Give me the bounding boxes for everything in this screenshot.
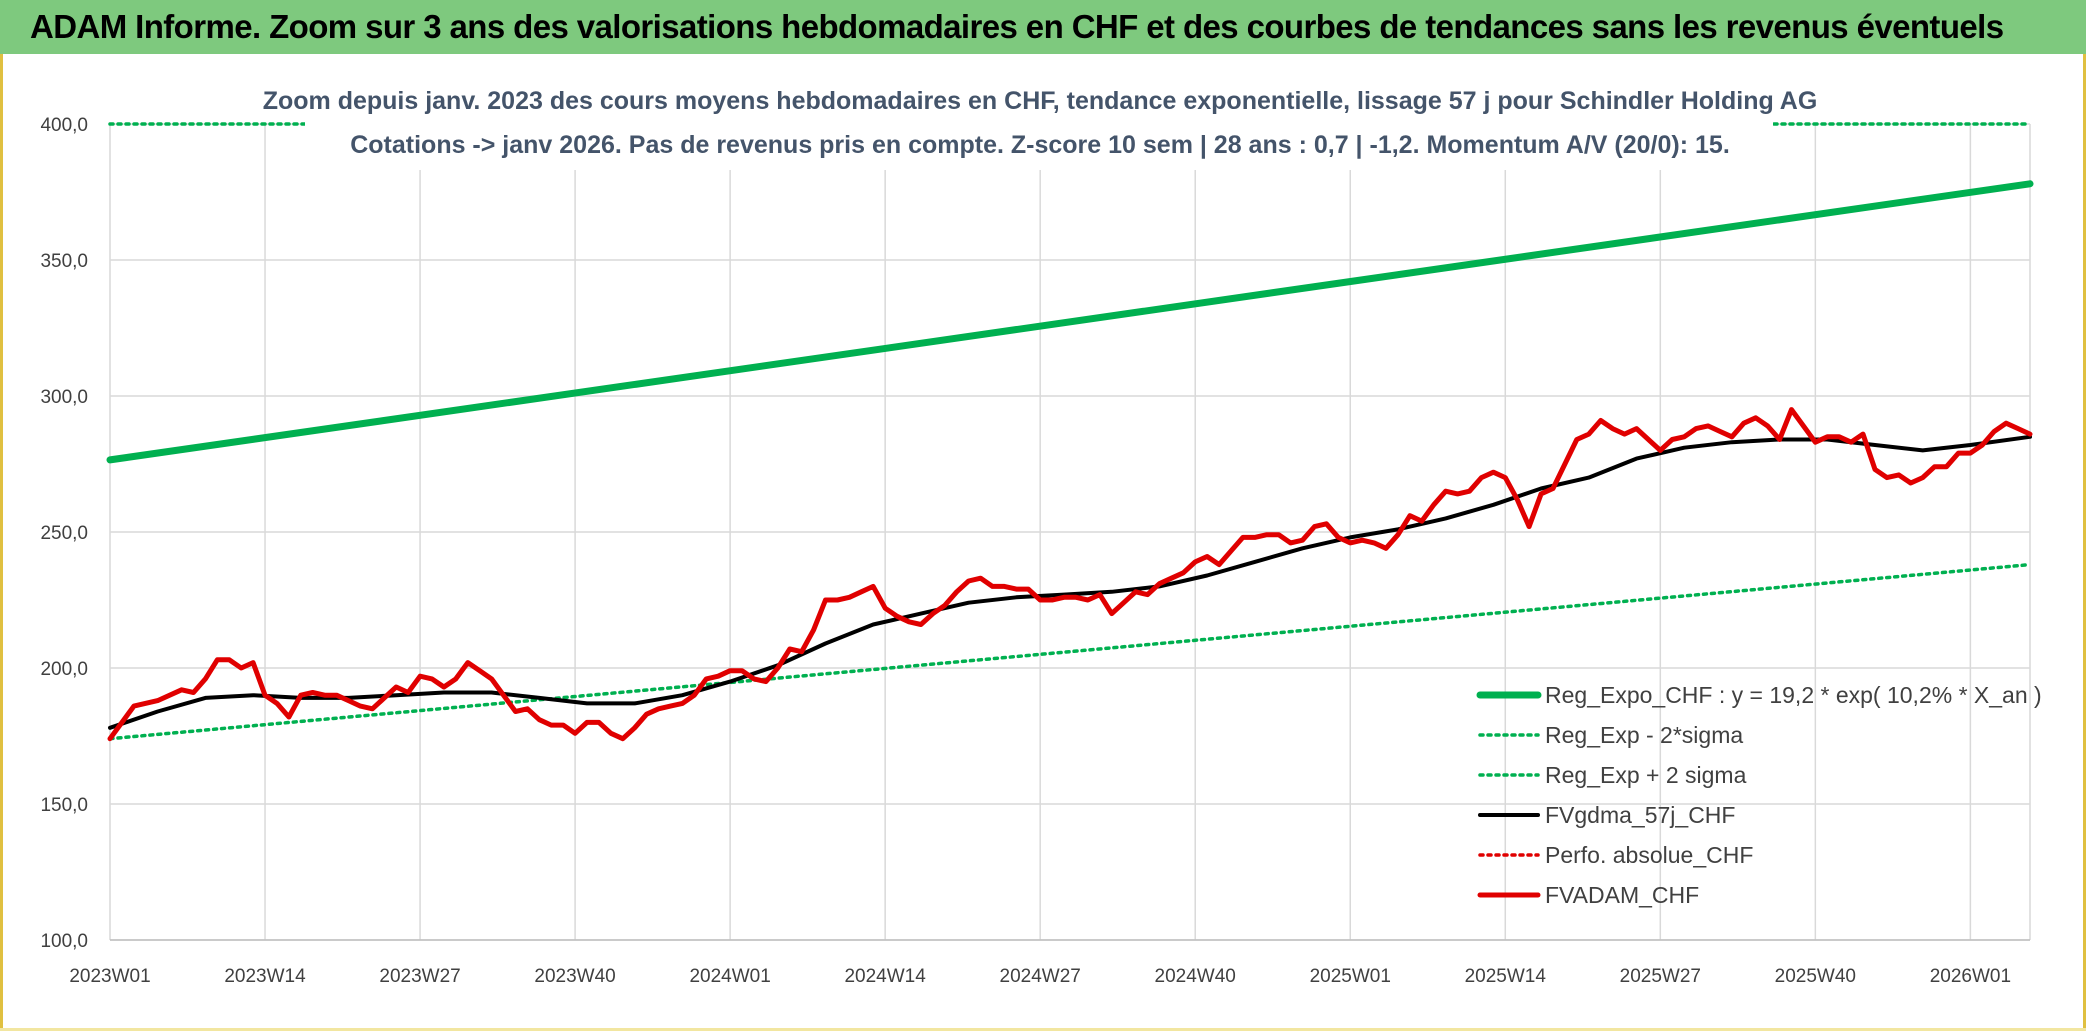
x-tick-label: 2024W40 xyxy=(1155,966,1236,987)
series-layer xyxy=(106,122,2034,742)
x-tick-label: 2025W40 xyxy=(1775,966,1856,987)
chart-frame xyxy=(0,54,2086,1031)
report-title-banner: ADAM Informe. Zoom sur 3 ans des valoris… xyxy=(0,0,2086,54)
chart-title-background xyxy=(305,80,1773,170)
y-tick-label: 200,0 xyxy=(40,659,88,680)
legend-label: FVgdma_57j_CHF xyxy=(1545,802,1735,828)
x-tick-label: 2023W27 xyxy=(379,966,460,987)
x-tick-label: 2025W01 xyxy=(1310,966,1391,987)
y-tick-label: 400,0 xyxy=(40,115,88,136)
y-tick-label: 100,0 xyxy=(40,931,88,952)
y-tick-label: 250,0 xyxy=(40,523,88,544)
chart-title-line-1: Zoom depuis janv. 2023 des cours moyens … xyxy=(263,87,1818,115)
x-tick-label: 2023W40 xyxy=(534,966,615,987)
chart-title-line-2: Cotations -> janv 2026. Pas de revenus p… xyxy=(350,131,1730,159)
y-tick-label: 350,0 xyxy=(40,251,88,272)
x-tick-label: 2024W01 xyxy=(689,966,770,987)
x-tick-label: 2023W14 xyxy=(224,966,306,987)
legend: Reg_Expo_CHF : y = 19,2 * exp( 10,2% * X… xyxy=(1476,682,2042,908)
x-tick-label: 2025W14 xyxy=(1465,966,1547,987)
y-tick-label: 300,0 xyxy=(40,387,88,408)
chart-frame-bottom-border xyxy=(0,1028,2086,1031)
x-tick-label: 2024W27 xyxy=(1000,966,1081,987)
chart-title: Zoom depuis janv. 2023 des cours moyens … xyxy=(263,80,1818,170)
series-line-fvadam xyxy=(107,407,2033,742)
x-tick-label: 2026W01 xyxy=(1930,966,2011,987)
series-line-fvgdma-57j xyxy=(108,434,2032,730)
grid xyxy=(109,123,2031,941)
legend-label: Reg_Expo_CHF : y = 19,2 * exp( 10,2% * X… xyxy=(1545,682,2042,708)
legend-label: Reg_Exp - 2*sigma xyxy=(1545,722,1743,748)
x-axis-ticks: 2023W01 2023W14 2023W27 2023W40 2024W01 2024W… xyxy=(69,966,2011,987)
x-tick-label: 2024W14 xyxy=(844,966,926,987)
legend-label: Perfo. absolue_CHF xyxy=(1545,842,1753,868)
x-tick-label: 2025W27 xyxy=(1620,966,1701,987)
legend-label: Reg_Exp + 2 sigma xyxy=(1545,762,1747,788)
series-line-reg-exp-minus-2sigma xyxy=(108,562,2032,741)
y-tick-label: 150,0 xyxy=(40,795,88,816)
y-axis-ticks: 100,0 150,0 200,0 250,0 300,0 350,0 400,0 xyxy=(40,115,88,952)
legend-label: FVADAM_CHF xyxy=(1545,882,1699,908)
series-line-reg-expo xyxy=(106,180,2034,464)
report-title: ADAM Informe. Zoom sur 3 ans des valoris… xyxy=(30,8,2004,45)
x-tick-label: 2023W01 xyxy=(69,966,150,987)
